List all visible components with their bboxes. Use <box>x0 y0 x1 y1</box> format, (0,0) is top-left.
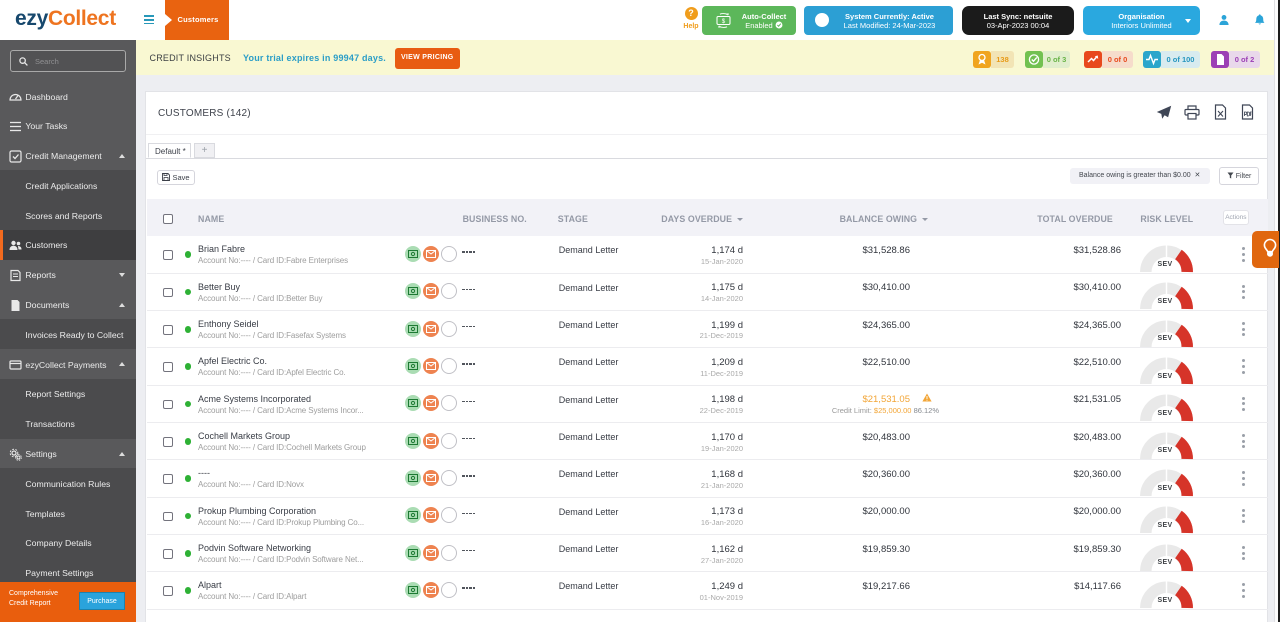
svg-text:$: $ <box>722 18 726 25</box>
